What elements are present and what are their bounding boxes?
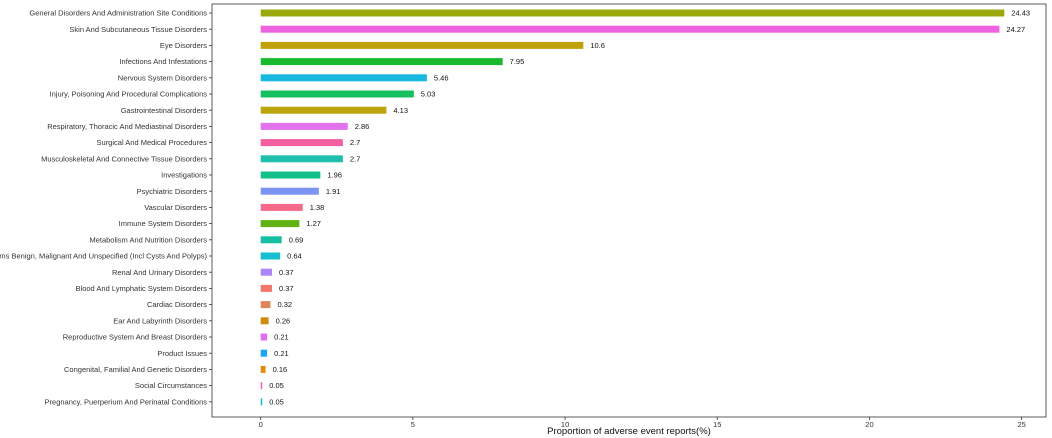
- bar: [260, 187, 319, 195]
- bar: [260, 398, 263, 406]
- category-label: Eye Disorders: [160, 41, 207, 50]
- value-label: 0.37: [279, 268, 294, 277]
- bar: [260, 284, 272, 292]
- bar: [260, 106, 387, 114]
- value-label: 0.64: [287, 252, 302, 261]
- bar: [260, 90, 414, 98]
- bar: [260, 25, 1000, 33]
- bar: [260, 333, 268, 341]
- value-label: 0.16: [273, 365, 288, 374]
- category-label: Infections And Infestations: [119, 57, 207, 66]
- value-label: 1.27: [306, 219, 321, 228]
- bar: [260, 220, 300, 228]
- x-axis-title: Proportion of adverse event reports(%): [547, 426, 711, 437]
- bar: [260, 268, 272, 276]
- x-tick-label: 20: [865, 420, 873, 429]
- bar: [260, 58, 503, 66]
- x-tick-label: 5: [411, 420, 415, 429]
- bar: [260, 74, 427, 82]
- bar: [260, 203, 303, 211]
- value-label: 0.37: [279, 284, 294, 293]
- value-label: 10.6: [590, 41, 605, 50]
- value-label: 0.69: [289, 235, 304, 244]
- category-label: Immune System Disorders: [119, 219, 208, 228]
- x-axis: 0 5 10 15 20 25: [259, 417, 1026, 429]
- x-tick-label: 15: [713, 420, 721, 429]
- category-label: Surgical And Medical Procedures: [97, 138, 208, 147]
- plot-panel: [211, 3, 1047, 418]
- category-label: Vascular Disorders: [144, 203, 207, 212]
- value-label: 0.26: [276, 316, 291, 325]
- value-label: 5.46: [434, 73, 449, 82]
- category-label: Investigations: [161, 171, 207, 180]
- bar: [260, 301, 271, 309]
- value-label: 0.21: [274, 333, 289, 342]
- value-label: 0.05: [269, 397, 284, 406]
- bar: [260, 365, 266, 373]
- value-label: 7.95: [510, 57, 525, 66]
- category-label: Reproductive System And Breast Disorders: [63, 333, 207, 342]
- value-label: 24.43: [1011, 9, 1030, 18]
- category-label: Renal And Urinary Disorders: [112, 268, 207, 277]
- category-label: Psychiatric Disorders: [137, 187, 208, 196]
- bar: [260, 9, 1005, 17]
- category-label: Product Issues: [157, 349, 207, 358]
- bar: [260, 382, 263, 390]
- bar: [260, 41, 584, 49]
- category-label: Ear And Labyrinth Disorders: [113, 316, 207, 325]
- bar: [260, 122, 348, 130]
- value-label: 2.7: [350, 138, 360, 147]
- category-label: Social Circumstances: [135, 381, 207, 390]
- bar: [260, 155, 343, 163]
- category-label: Respiratory, Thoracic And Mediastinal Di…: [47, 122, 207, 131]
- category-label: Blood And Lymphatic System Disorders: [76, 284, 208, 293]
- category-label: Injury, Poisoning And Procedural Complic…: [50, 90, 208, 99]
- category-label: Congenital, Familial And Genetic Disorde…: [64, 365, 207, 374]
- bar: [260, 349, 268, 357]
- bar: [260, 317, 269, 325]
- bar: [260, 252, 281, 260]
- category-label: Cardiac Disorders: [147, 300, 207, 309]
- value-label: 0.21: [274, 349, 289, 358]
- category-label: Skin And Subcutaneous Tissue Disorders: [69, 25, 207, 34]
- value-label: 0.05: [269, 381, 284, 390]
- category-label: General Disorders And Administration Sit…: [29, 9, 207, 18]
- x-tick-label: 10: [561, 420, 569, 429]
- x-tick-label: 25: [1017, 420, 1025, 429]
- category-label: Nervous System Disorders: [118, 73, 207, 82]
- category-label: Gastrointestinal Disorders: [121, 106, 208, 115]
- bar: [260, 171, 321, 179]
- value-label: 24.27: [1006, 25, 1025, 34]
- value-label: 2.86: [355, 122, 370, 131]
- bar: [260, 236, 282, 244]
- category-label: Neoplasms Benign, Malignant And Unspecif…: [0, 252, 207, 261]
- value-label: 4.13: [393, 106, 408, 115]
- x-tick-label: 0: [259, 420, 263, 429]
- value-label: 5.03: [421, 90, 436, 99]
- category-label: Musculoskeletal And Connective Tissue Di…: [41, 154, 207, 163]
- value-label: 1.96: [327, 171, 342, 180]
- value-label: 2.7: [350, 154, 360, 163]
- bar: [260, 139, 343, 147]
- value-label: 1.38: [310, 203, 325, 212]
- category-label: Pregnancy, Puerperium And Perinatal Cond…: [45, 397, 208, 406]
- value-label: 0.32: [277, 300, 292, 309]
- value-label: 1.91: [326, 187, 341, 196]
- y-axis: General Disorders And Administration Sit…: [0, 9, 212, 406]
- bars-group: [260, 9, 1005, 406]
- category-label: Metabolism And Nutrition Disorders: [89, 235, 207, 244]
- value-labels-group: 24.43 24.27 10.6 7.95 5.46 5.03 4.13 2.86 2.7 2.7…: [269, 9, 1030, 407]
